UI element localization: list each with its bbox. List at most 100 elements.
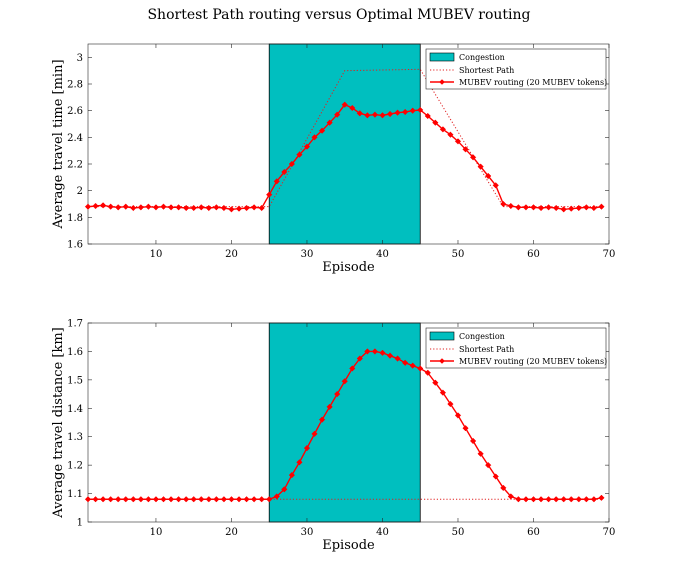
mubev-point xyxy=(175,496,182,503)
mubev-point xyxy=(462,425,469,432)
mubev-point xyxy=(220,496,228,503)
y-tick-label: 1.2 xyxy=(67,461,83,472)
mubev-point xyxy=(432,379,439,386)
axes-frame xyxy=(87,322,610,523)
mubev-point xyxy=(598,203,605,210)
mubev-point xyxy=(409,107,416,114)
mubev-point xyxy=(107,496,114,503)
mubev-point xyxy=(364,112,371,119)
mubev-point xyxy=(205,496,212,503)
mubev-point xyxy=(243,496,250,503)
mubev-point xyxy=(273,178,280,185)
mubev-point xyxy=(537,204,545,212)
mubev-point xyxy=(583,204,590,211)
legend-box xyxy=(425,48,607,90)
legend-label-congestion: Congestion xyxy=(459,53,505,62)
mubev-point xyxy=(500,200,507,208)
mubev-point xyxy=(145,496,152,503)
legend-label-congestion: Congestion xyxy=(459,332,505,341)
mubev-point xyxy=(205,204,212,212)
mubev-point xyxy=(130,204,137,212)
axes-frame xyxy=(87,43,610,245)
mubev-point xyxy=(341,101,348,108)
mubev-point xyxy=(485,172,492,180)
y-tick-label: 1.8 xyxy=(67,213,83,224)
mubev-point xyxy=(575,496,582,503)
mubev-point xyxy=(469,437,477,445)
mubev-point xyxy=(152,204,160,211)
y-tick-label: 2.2 xyxy=(67,160,83,171)
x-tick-label: 20 xyxy=(225,249,238,260)
mubev-point xyxy=(401,108,409,116)
mubev-point xyxy=(515,496,522,503)
mubev-point xyxy=(326,119,333,126)
mubev-point xyxy=(583,496,590,503)
mubev-point xyxy=(590,204,598,212)
x-tick-label: 50 xyxy=(452,249,465,260)
mubev-point xyxy=(492,473,499,480)
y-tick-label: 1 xyxy=(77,518,83,529)
x-tick-label: 30 xyxy=(301,527,314,538)
mubev-point xyxy=(598,494,605,501)
mubev-point xyxy=(477,450,484,457)
mubev-point xyxy=(175,204,182,211)
y-axis-label: Average travel time [min] xyxy=(51,59,66,229)
mubev-point xyxy=(417,106,424,114)
mubev-point xyxy=(145,203,152,210)
mubev-point xyxy=(568,496,575,503)
y-tick-label: 2.4 xyxy=(67,133,83,144)
y-tick-label: 1.4 xyxy=(67,404,83,415)
mubev-point xyxy=(349,365,356,372)
x-tick-label: 60 xyxy=(527,527,540,538)
mubev-point xyxy=(122,203,129,210)
mubev-point xyxy=(250,204,258,211)
mubev-point xyxy=(386,352,394,359)
mubev-point xyxy=(447,400,454,408)
mubev-point xyxy=(311,134,318,141)
mubev-point xyxy=(92,496,99,503)
mubev-point xyxy=(492,182,499,189)
mubev-point xyxy=(243,204,250,212)
legend-marker-mubev xyxy=(439,79,445,85)
mubev-point xyxy=(568,205,575,212)
mubev-point xyxy=(371,111,379,118)
mubev-point xyxy=(198,496,205,503)
mubev-point xyxy=(311,430,318,438)
congestion-band xyxy=(268,322,421,523)
mubev-point xyxy=(439,126,447,133)
mubev-point xyxy=(258,204,265,212)
mubev-point xyxy=(296,459,303,466)
mubev-point xyxy=(288,471,296,479)
mubev-point xyxy=(99,202,107,209)
mubev-point xyxy=(364,348,371,355)
travel-distance-plot: 10 20 30 40 50 60 70 1 1.1 1.2 1.3 1.4 1.5 1.6 1.7 Epis… xyxy=(51,319,615,554)
mubev-point xyxy=(485,461,492,469)
mubev-point xyxy=(213,204,220,211)
mubev-point xyxy=(469,154,477,161)
y-tick-label: 1.1 xyxy=(67,489,83,500)
y-tick-label: 1.7 xyxy=(67,319,83,330)
mubev-point xyxy=(349,104,356,112)
y-tick-label: 2 xyxy=(77,186,83,197)
mubev-point xyxy=(235,205,243,212)
mubev-point xyxy=(356,355,363,362)
legend-label-shortest: Shortest Path xyxy=(459,345,514,354)
mubev-point xyxy=(107,203,114,210)
legend-marker-mubev xyxy=(439,358,445,364)
y-axis-label: Average travel distance [km] xyxy=(51,327,66,518)
mubev-point xyxy=(84,496,92,503)
mubev-point xyxy=(167,204,175,211)
mubev-point xyxy=(115,496,122,503)
mubev-point xyxy=(379,349,386,357)
mubev-point xyxy=(575,204,582,212)
x-tick-label: 70 xyxy=(603,527,616,538)
y-tick-label: 1.6 xyxy=(67,347,83,358)
mubev-point xyxy=(447,131,454,138)
mubev-point xyxy=(235,496,243,503)
y-tick-label: 1.6 xyxy=(67,240,83,251)
mubev-point xyxy=(130,496,137,503)
x-tick-label: 60 xyxy=(527,249,540,260)
mubev-point xyxy=(477,163,484,170)
mubev-point xyxy=(500,484,507,492)
mubev-point xyxy=(213,496,220,503)
